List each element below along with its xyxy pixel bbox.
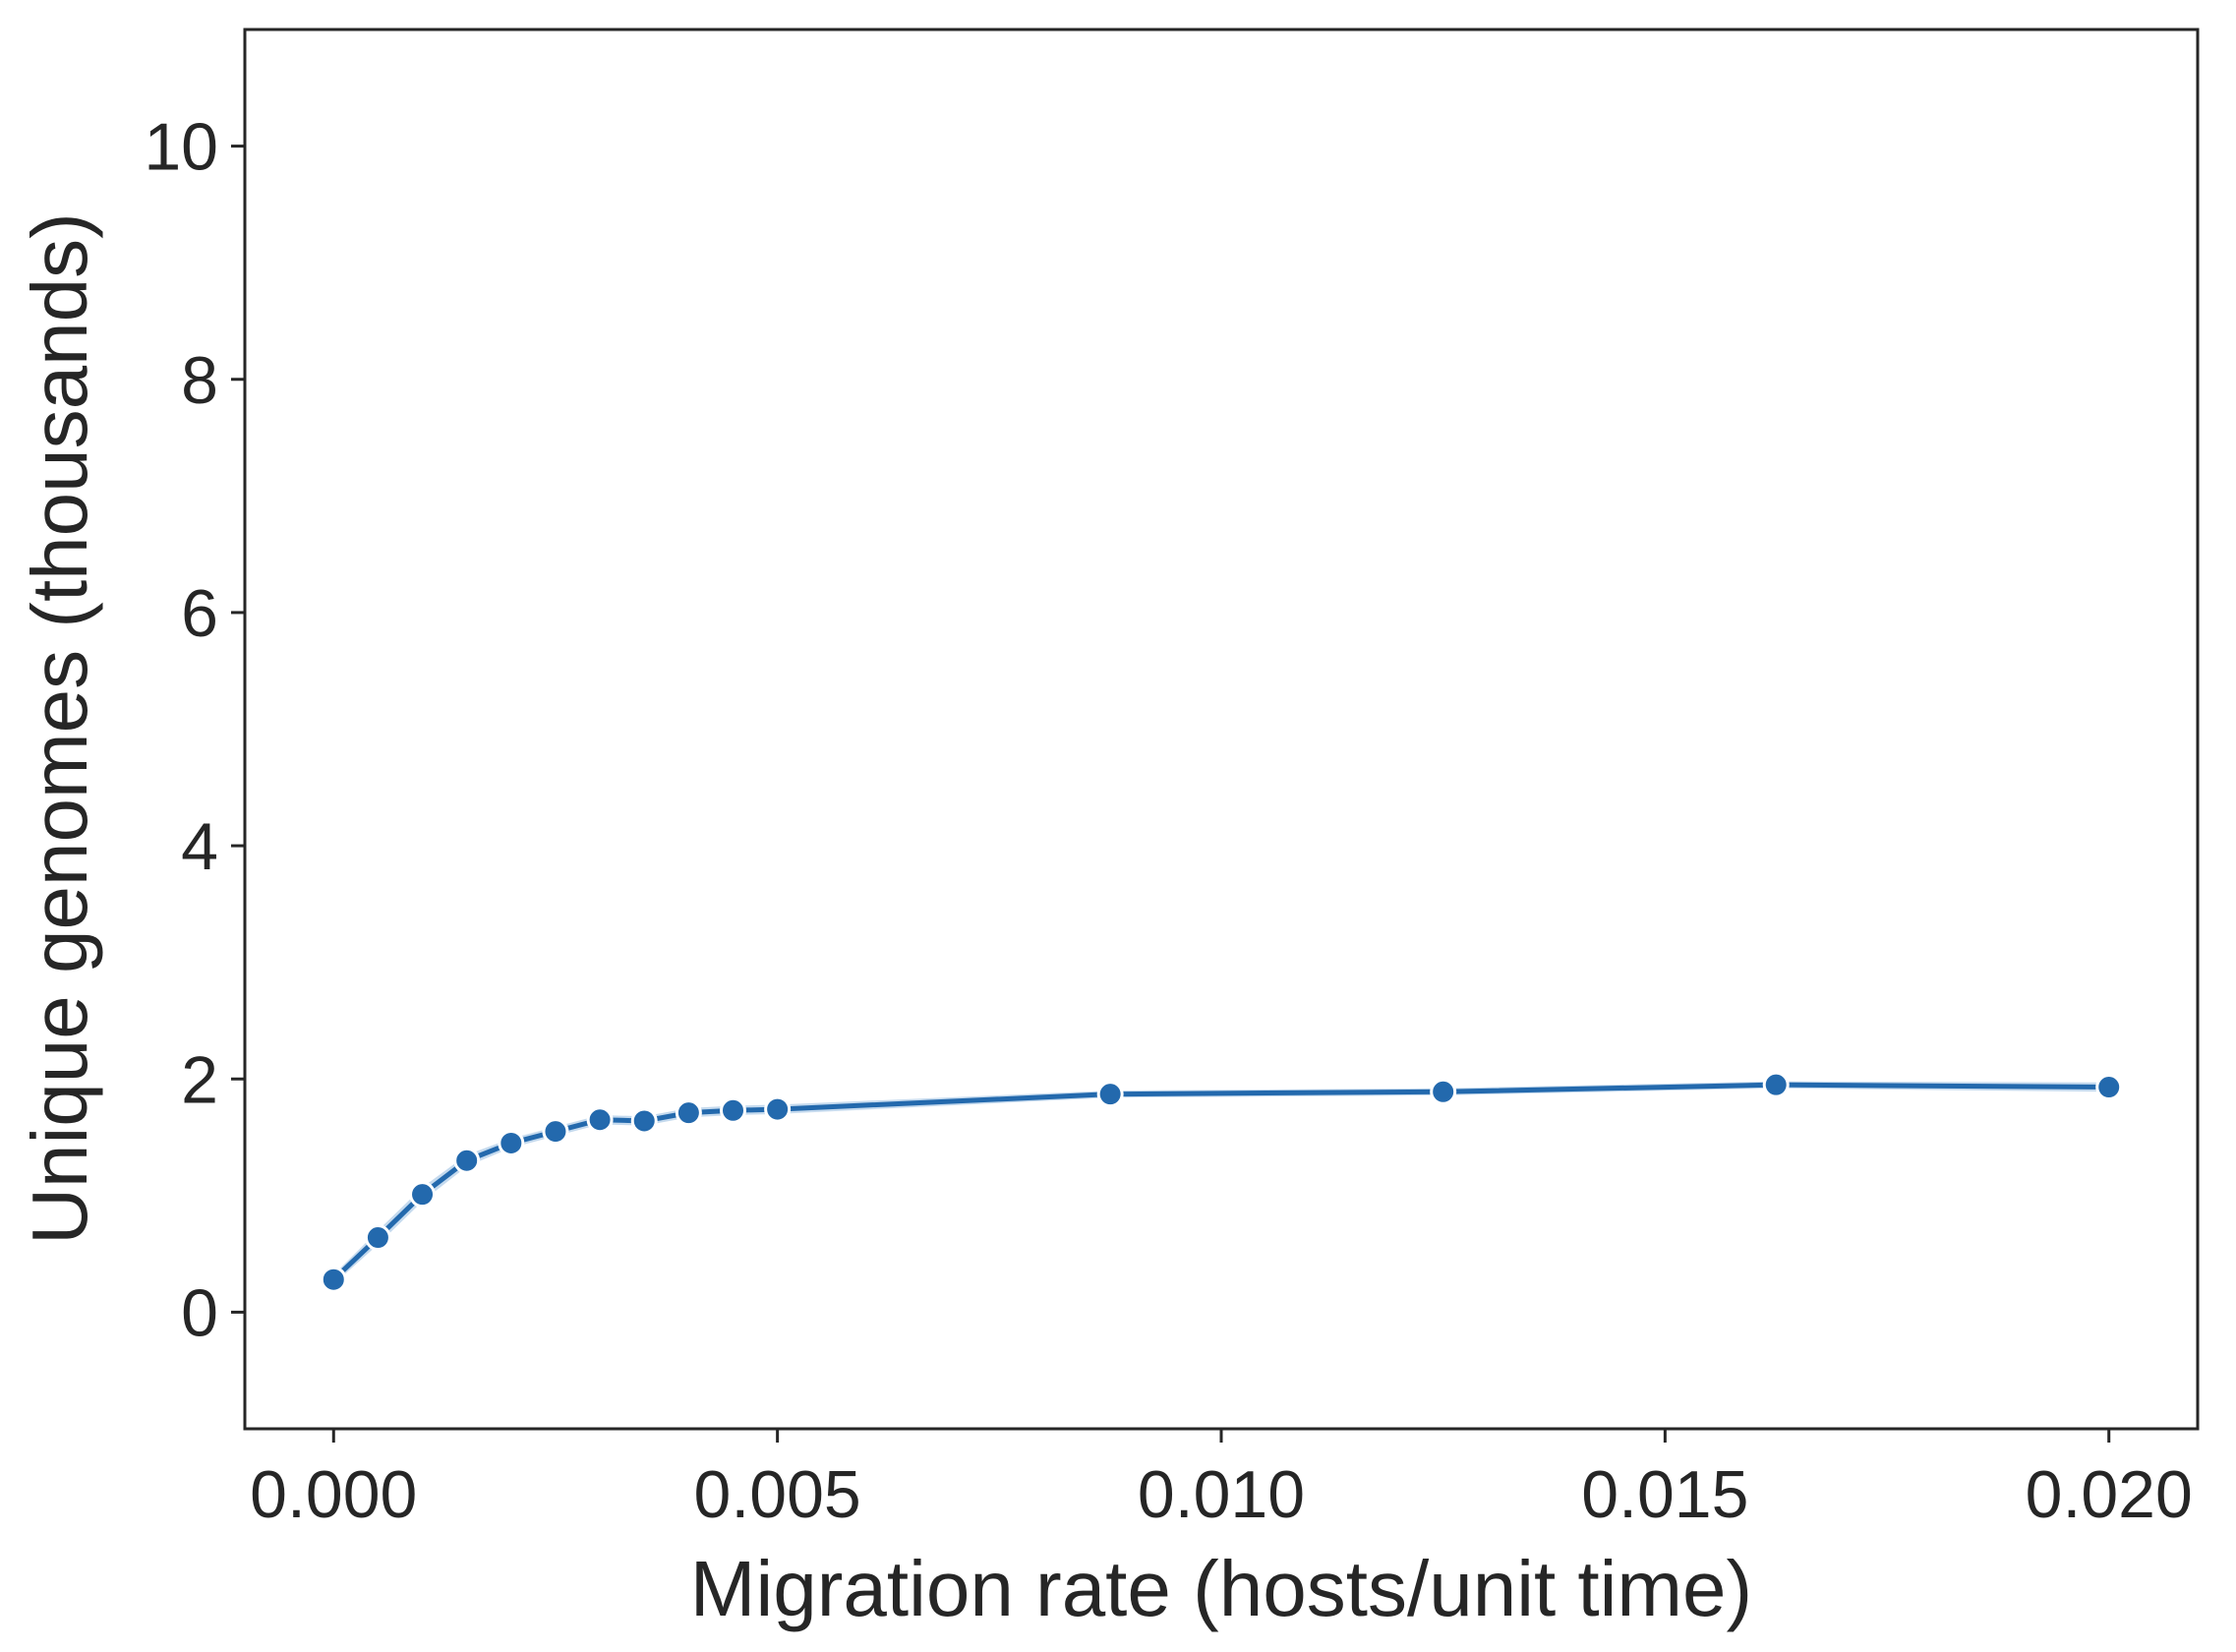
data-point [675, 1099, 702, 1127]
data-point [1430, 1078, 1457, 1105]
y-tick-label: 10 [144, 110, 218, 185]
x-tick-label: 0.015 [1581, 1457, 1748, 1532]
y-axis-label: Unique genomes (thousands) [16, 212, 103, 1245]
x-axis-ticks: 0.000 0.005 0.010 0.015 0.020 [250, 1429, 2193, 1532]
series-markers [320, 1071, 2123, 1293]
x-tick-label: 0.005 [694, 1457, 861, 1532]
y-axis-ticks: 0 2 4 6 8 10 [144, 110, 245, 1350]
data-point [453, 1147, 481, 1174]
y-tick-label: 2 [181, 1042, 218, 1117]
x-axis-label: Migration rate (hosts/unit time) [690, 1545, 1752, 1632]
y-tick-label: 8 [181, 343, 218, 418]
plot-background [245, 30, 2198, 1429]
x-tick-label: 0.000 [250, 1457, 417, 1532]
data-point [364, 1224, 391, 1252]
y-tick-label: 6 [181, 576, 218, 651]
data-point [720, 1096, 746, 1124]
data-point [320, 1266, 347, 1293]
data-point [1762, 1071, 1790, 1098]
data-point [630, 1107, 658, 1135]
y-tick-label: 4 [181, 809, 218, 884]
x-tick-label: 0.020 [2026, 1457, 2193, 1532]
data-point [542, 1118, 569, 1146]
data-point [586, 1106, 614, 1134]
y-tick-label: 0 [181, 1275, 218, 1350]
data-point [2095, 1074, 2123, 1101]
x-tick-label: 0.010 [1138, 1457, 1305, 1532]
data-point [1096, 1081, 1124, 1108]
data-point [764, 1095, 792, 1123]
data-point [409, 1181, 437, 1209]
data-point [498, 1129, 525, 1156]
